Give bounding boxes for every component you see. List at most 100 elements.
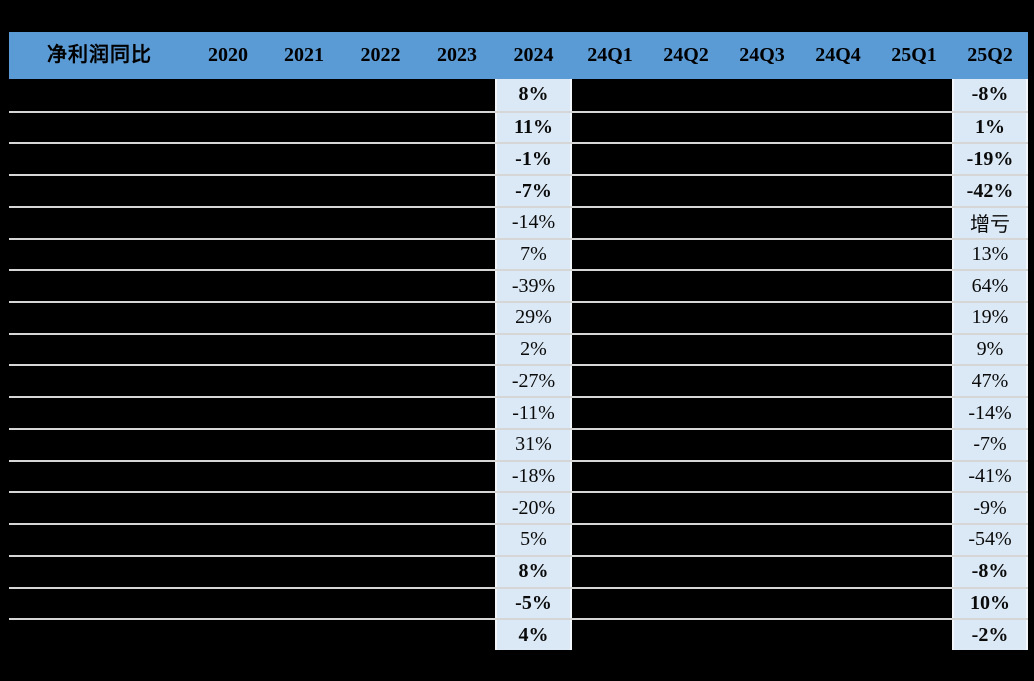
cell-redacted — [800, 430, 876, 460]
cell-redacted — [572, 335, 648, 365]
cell-redacted — [266, 144, 342, 174]
cell-redacted — [419, 589, 495, 619]
cell-redacted — [876, 240, 952, 270]
cell-redacted — [800, 113, 876, 143]
cell-redacted — [266, 493, 342, 523]
table-row: -39% 64% — [9, 269, 1028, 302]
cell-25Q2-value: -54% — [952, 525, 1028, 555]
cell-redacted — [724, 366, 800, 396]
cell-redacted — [724, 557, 800, 587]
cell-redacted — [342, 303, 419, 333]
cell-redacted — [266, 113, 342, 143]
cell-redacted — [876, 176, 952, 206]
column-header-24q3: 24Q3 — [739, 44, 785, 66]
cell-redacted — [800, 208, 876, 238]
cell-2024-value: 11% — [495, 112, 572, 143]
cell-redacted — [266, 303, 342, 333]
cell-redacted — [572, 271, 648, 301]
cell-redacted — [800, 398, 876, 428]
cell-redacted — [342, 113, 419, 143]
cell-redacted — [419, 398, 495, 428]
cell-2024-value: -1% — [495, 144, 572, 175]
cell-redacted — [572, 176, 648, 206]
cell-redacted — [9, 366, 190, 396]
cell-2024-value: 8% — [495, 79, 572, 111]
cell-redacted — [9, 589, 190, 619]
cell-redacted — [9, 79, 190, 111]
column-header-25q1: 25Q1 — [891, 44, 937, 66]
cell-redacted — [190, 144, 266, 174]
cell-redacted — [800, 240, 876, 270]
cell-2024-value: 29% — [495, 303, 572, 333]
cell-redacted — [648, 335, 724, 365]
cell-redacted — [266, 366, 342, 396]
cell-redacted — [876, 525, 952, 555]
cell-redacted — [190, 366, 266, 396]
cell-redacted — [724, 144, 800, 174]
cell-25Q2-value: 增亏 — [952, 207, 1028, 238]
column-header-24q4: 24Q4 — [815, 44, 861, 66]
cell-redacted — [648, 303, 724, 333]
cell-redacted — [190, 240, 266, 270]
cell-redacted — [800, 462, 876, 492]
cell-2024-value: 2% — [495, 334, 572, 365]
cell-25Q2-value: 13% — [952, 239, 1028, 270]
cell-redacted — [876, 557, 952, 587]
column-header-2020: 2020 — [208, 44, 248, 66]
table-body: 8% -8% 11% 1% -1% -19% -7% -42% -14% 增亏 7% 13% -39% 6… — [9, 79, 1028, 650]
cell-redacted — [190, 589, 266, 619]
table-row: 11% 1% — [9, 110, 1028, 143]
table-row: 2% 9% — [9, 332, 1028, 365]
cell-redacted — [648, 271, 724, 301]
cell-redacted — [190, 620, 266, 650]
cell-redacted — [9, 240, 190, 270]
cell-redacted — [800, 144, 876, 174]
cell-25Q2-value: 1% — [952, 112, 1028, 143]
cell-redacted — [266, 557, 342, 587]
cell-redacted — [800, 589, 876, 619]
cell-25Q2-value: -19% — [952, 144, 1028, 175]
cell-redacted — [342, 589, 419, 619]
cell-redacted — [9, 493, 190, 523]
cell-redacted — [724, 493, 800, 523]
cell-redacted — [342, 430, 419, 460]
cell-redacted — [876, 620, 952, 650]
cell-redacted — [9, 525, 190, 555]
cell-redacted — [419, 620, 495, 650]
column-header-25q2: 25Q2 — [967, 44, 1013, 66]
cell-redacted — [876, 589, 952, 619]
table-row: -14% 增亏 — [9, 205, 1028, 238]
cell-redacted — [800, 620, 876, 650]
cell-redacted — [572, 493, 648, 523]
cell-redacted — [419, 557, 495, 587]
cell-redacted — [572, 398, 648, 428]
cell-redacted — [266, 589, 342, 619]
table-row: -27% 47% — [9, 364, 1028, 397]
cell-25Q2-value: 19% — [952, 303, 1028, 333]
cell-redacted — [648, 462, 724, 492]
cell-redacted — [9, 271, 190, 301]
cell-redacted — [190, 557, 266, 587]
cell-redacted — [572, 240, 648, 270]
cell-redacted — [724, 620, 800, 650]
cell-redacted — [648, 176, 724, 206]
cell-25Q2-value: -2% — [952, 620, 1028, 650]
cell-redacted — [572, 303, 648, 333]
cell-redacted — [648, 525, 724, 555]
column-header-2024: 2024 — [513, 44, 554, 66]
column-header-24q1: 24Q1 — [587, 44, 633, 66]
cell-redacted — [266, 271, 342, 301]
table-row: 5% -54% — [9, 523, 1028, 555]
cell-redacted — [419, 462, 495, 492]
cell-redacted — [572, 144, 648, 174]
cell-redacted — [9, 398, 190, 428]
table-row: 7% 13% — [9, 237, 1028, 270]
cell-redacted — [342, 79, 419, 111]
cell-redacted — [876, 79, 952, 111]
cell-redacted — [342, 525, 419, 555]
cell-redacted — [342, 620, 419, 650]
cell-redacted — [800, 335, 876, 365]
cell-redacted — [876, 335, 952, 365]
cell-redacted — [342, 398, 419, 428]
cell-redacted — [572, 79, 648, 111]
